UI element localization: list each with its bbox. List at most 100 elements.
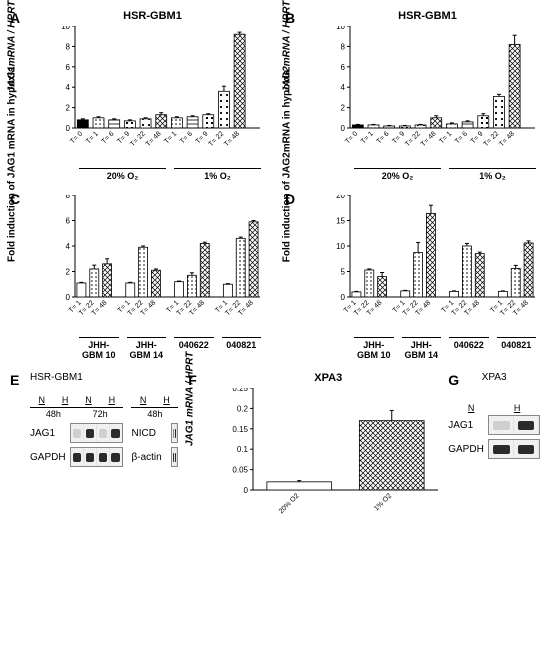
band [71,424,84,442]
panel-e: E HSR-GBM1 NHNH48h72hJAG1GAPDH NH48hNICD… [10,372,178,528]
svg-text:10: 10 [336,242,345,251]
svg-text:2: 2 [66,268,71,277]
group-label: 040821 [222,337,262,360]
bar [203,115,214,128]
svg-text:2: 2 [66,104,71,113]
panel-a: A HSR-GBM1 JAG1mRNA / HPRT 0246810T= 0T=… [10,10,265,181]
panel-b: B HSR-GBM1 JAG2mRNA / HPRT 0246810T= 0T=… [285,10,540,181]
blot-row: JAG1 [448,415,540,435]
bar [77,120,88,128]
bar [139,247,148,297]
bar [414,253,423,297]
svg-text:6: 6 [341,63,346,72]
bar [171,118,182,128]
panel-d: D Fold induction of JAG2mRNA in hypoxia … [285,191,540,360]
bar [478,116,489,128]
svg-text:8: 8 [66,195,71,200]
chart-svg: 0246810T= 0T= 1T= 6T= 9T= 22T= 48T= 1T= … [50,26,260,166]
bar [352,292,361,297]
svg-text:T= 48: T= 48 [237,299,255,317]
bar [509,44,520,128]
bar [524,243,533,297]
group-label: 1% O₂ [449,168,536,181]
svg-text:T= 22: T= 22 [404,130,422,148]
panel-title: HSR-GBM1 [40,10,265,22]
svg-text:T= 48: T= 48 [463,299,481,317]
group-label: 040821 [497,337,537,360]
svg-text:T= 48: T= 48 [512,299,530,317]
band-strip [171,447,178,467]
band [84,424,97,442]
svg-text:0.25: 0.25 [233,388,249,393]
protein-name: GAPDH [448,444,488,455]
chart-svg: 02468T= 1T= 22T= 48T= 1T= 22T= 48T= 1T= … [50,195,260,335]
bar [267,482,332,490]
bar [77,283,86,297]
bar [498,291,507,297]
svg-text:T= 6: T= 6 [179,130,194,145]
protein-name: GAPDH [30,452,70,463]
bar [151,270,160,297]
chart: 0246810T= 0T= 1T= 6T= 9T= 22T= 48T= 1T= … [50,26,265,181]
band [175,424,177,442]
band [175,448,177,466]
svg-text:1% O2: 1% O2 [373,492,393,512]
bar [401,291,410,297]
y-axis-label: Fold induction of JAG2mRNA in hypoxia [282,69,293,261]
bar [124,121,135,128]
blot-right: NH48hNICDβ-actin [131,395,178,471]
svg-text:15: 15 [336,217,345,226]
bar [218,91,229,128]
svg-text:6: 6 [66,217,71,226]
bar [511,268,520,297]
svg-text:0: 0 [66,293,71,302]
svg-text:T= 6: T= 6 [454,130,469,145]
blot-row: β-actin [131,447,178,467]
band-strip [488,439,540,459]
group-label: JHH-GBM 14 [127,337,167,360]
bar [109,120,120,128]
group-label: JHH-GBM 10 [354,337,394,360]
blot: NHJAG1GAPDH [448,403,540,459]
svg-text:0.15: 0.15 [233,425,249,434]
svg-text:2: 2 [341,104,346,113]
svg-text:T= 1: T= 1 [438,130,453,145]
bar [352,125,363,128]
svg-text:T= 0: T= 0 [344,130,359,145]
blot-row: JAG1 [30,423,123,443]
bar [126,283,135,297]
bar [234,34,245,128]
bar [399,126,410,128]
svg-text:4: 4 [66,242,71,251]
svg-text:T= 48: T= 48 [145,130,163,148]
band [514,416,539,434]
bar [93,118,104,128]
svg-text:T= 1: T= 1 [163,130,178,145]
chart: 00.050.10.150.20.2520% O21% O2 [228,388,438,528]
bar [426,213,435,297]
bar [156,115,167,128]
bar [446,124,457,128]
svg-text:10: 10 [336,26,345,31]
bar [431,118,442,128]
condition-labels: NH [131,395,178,405]
svg-text:20% O2: 20% O2 [278,492,301,515]
panel-c: C Fold induction of JAG1 mRNA in hypoxia… [10,191,265,360]
svg-text:4: 4 [341,83,346,92]
y-axis-label: Fold induction of JAG1 mRNA in hypoxia [7,66,18,261]
svg-text:T= 6: T= 6 [376,130,391,145]
chart: 05101520T= 1T= 22T= 48T= 1T= 22T= 48T= 1… [325,195,540,360]
blot-row: GAPDH [30,447,123,467]
group-label: 20% O₂ [79,168,166,181]
bar [475,254,484,297]
band [514,440,539,458]
svg-text:0.05: 0.05 [233,466,249,475]
svg-text:T= 48: T= 48 [223,130,241,148]
bar [90,269,99,297]
chart-svg: 0246810T= 0T= 1T= 6T= 9T= 22T= 48T= 1T= … [325,26,535,166]
chart-svg: 05101520T= 1T= 22T= 48T= 1T= 22T= 48T= 1… [325,195,535,335]
svg-text:0: 0 [66,124,71,133]
band-strip [70,447,123,467]
svg-text:T= 48: T= 48 [415,299,433,317]
panel-title: HSR-GBM1 [315,10,540,22]
